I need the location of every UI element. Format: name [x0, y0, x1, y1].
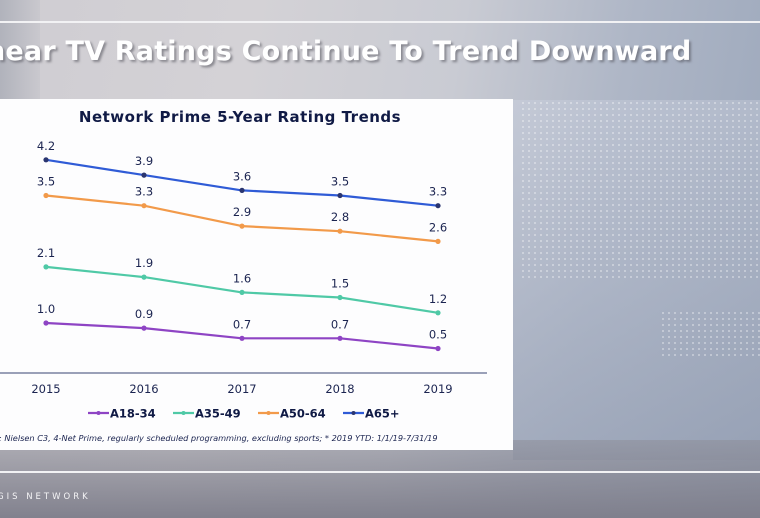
- x-tick-label: 2018: [325, 382, 354, 396]
- data-label: 3.5: [37, 175, 55, 189]
- header-rule: [0, 21, 760, 23]
- data-point: [435, 238, 441, 244]
- data-point: [141, 325, 147, 331]
- data-point: [43, 320, 49, 326]
- data-label: 1.6: [233, 271, 251, 285]
- x-tick-label: 2015: [31, 382, 60, 396]
- legend-swatch-marker: [96, 411, 101, 415]
- data-label: 3.3: [429, 185, 447, 199]
- data-label: 1.2: [429, 292, 447, 306]
- data-label: 4.2: [37, 139, 55, 153]
- slide-title: near TV Ratings Continue To Trend Downwa…: [0, 36, 692, 67]
- data-point: [43, 264, 49, 270]
- source-footnote: e: Nielsen C3, 4-Net Prime, regularly sc…: [0, 433, 438, 443]
- footer-rule: [0, 471, 760, 473]
- x-tick-label: 2017: [227, 382, 256, 396]
- data-point: [435, 203, 441, 209]
- data-point: [435, 310, 441, 316]
- data-point: [239, 289, 245, 295]
- chart-panel: [0, 99, 513, 450]
- legend-label: A50-64: [280, 407, 326, 421]
- data-point: [141, 172, 147, 178]
- data-label: 0.7: [331, 317, 349, 331]
- data-label: 3.6: [233, 169, 251, 183]
- data-point: [43, 157, 49, 163]
- legend-swatch-marker: [266, 411, 271, 415]
- data-label: 3.9: [135, 154, 153, 168]
- data-point: [337, 192, 343, 199]
- data-label: 0.5: [429, 328, 447, 342]
- data-point: [239, 335, 245, 341]
- data-label: 0.9: [135, 307, 153, 321]
- data-label: 0.7: [233, 317, 251, 331]
- data-label: 2.1: [37, 246, 55, 260]
- data-label: 3.5: [331, 175, 349, 189]
- x-tick-label: 2019: [423, 382, 452, 396]
- data-point: [337, 294, 343, 301]
- data-point: [43, 192, 49, 199]
- data-point: [337, 228, 343, 234]
- legend-swatch-marker: [181, 411, 186, 415]
- data-point: [435, 345, 441, 352]
- data-label: 1.9: [135, 256, 153, 270]
- legend-swatch-marker: [351, 411, 356, 415]
- data-point: [141, 203, 147, 209]
- data-point: [239, 187, 245, 193]
- data-label: 3.3: [135, 185, 153, 199]
- data-label: 2.9: [233, 205, 251, 219]
- legend-label: A35-49: [195, 407, 241, 421]
- chart-title: Network Prime 5-Year Rating Trends: [78, 108, 402, 126]
- data-label: 2.6: [429, 220, 447, 234]
- data-point: [239, 223, 245, 229]
- data-point: [141, 274, 147, 280]
- data-point: [337, 335, 343, 341]
- data-label: 1.0: [37, 302, 55, 316]
- data-label: 1.5: [331, 277, 349, 291]
- legend-label: A65+: [365, 407, 400, 421]
- brand-logo-text: GIS NETWORK: [0, 492, 91, 502]
- x-tick-label: 2016: [129, 382, 158, 396]
- data-label: 2.8: [331, 210, 349, 224]
- legend-label: A18-34: [110, 407, 156, 421]
